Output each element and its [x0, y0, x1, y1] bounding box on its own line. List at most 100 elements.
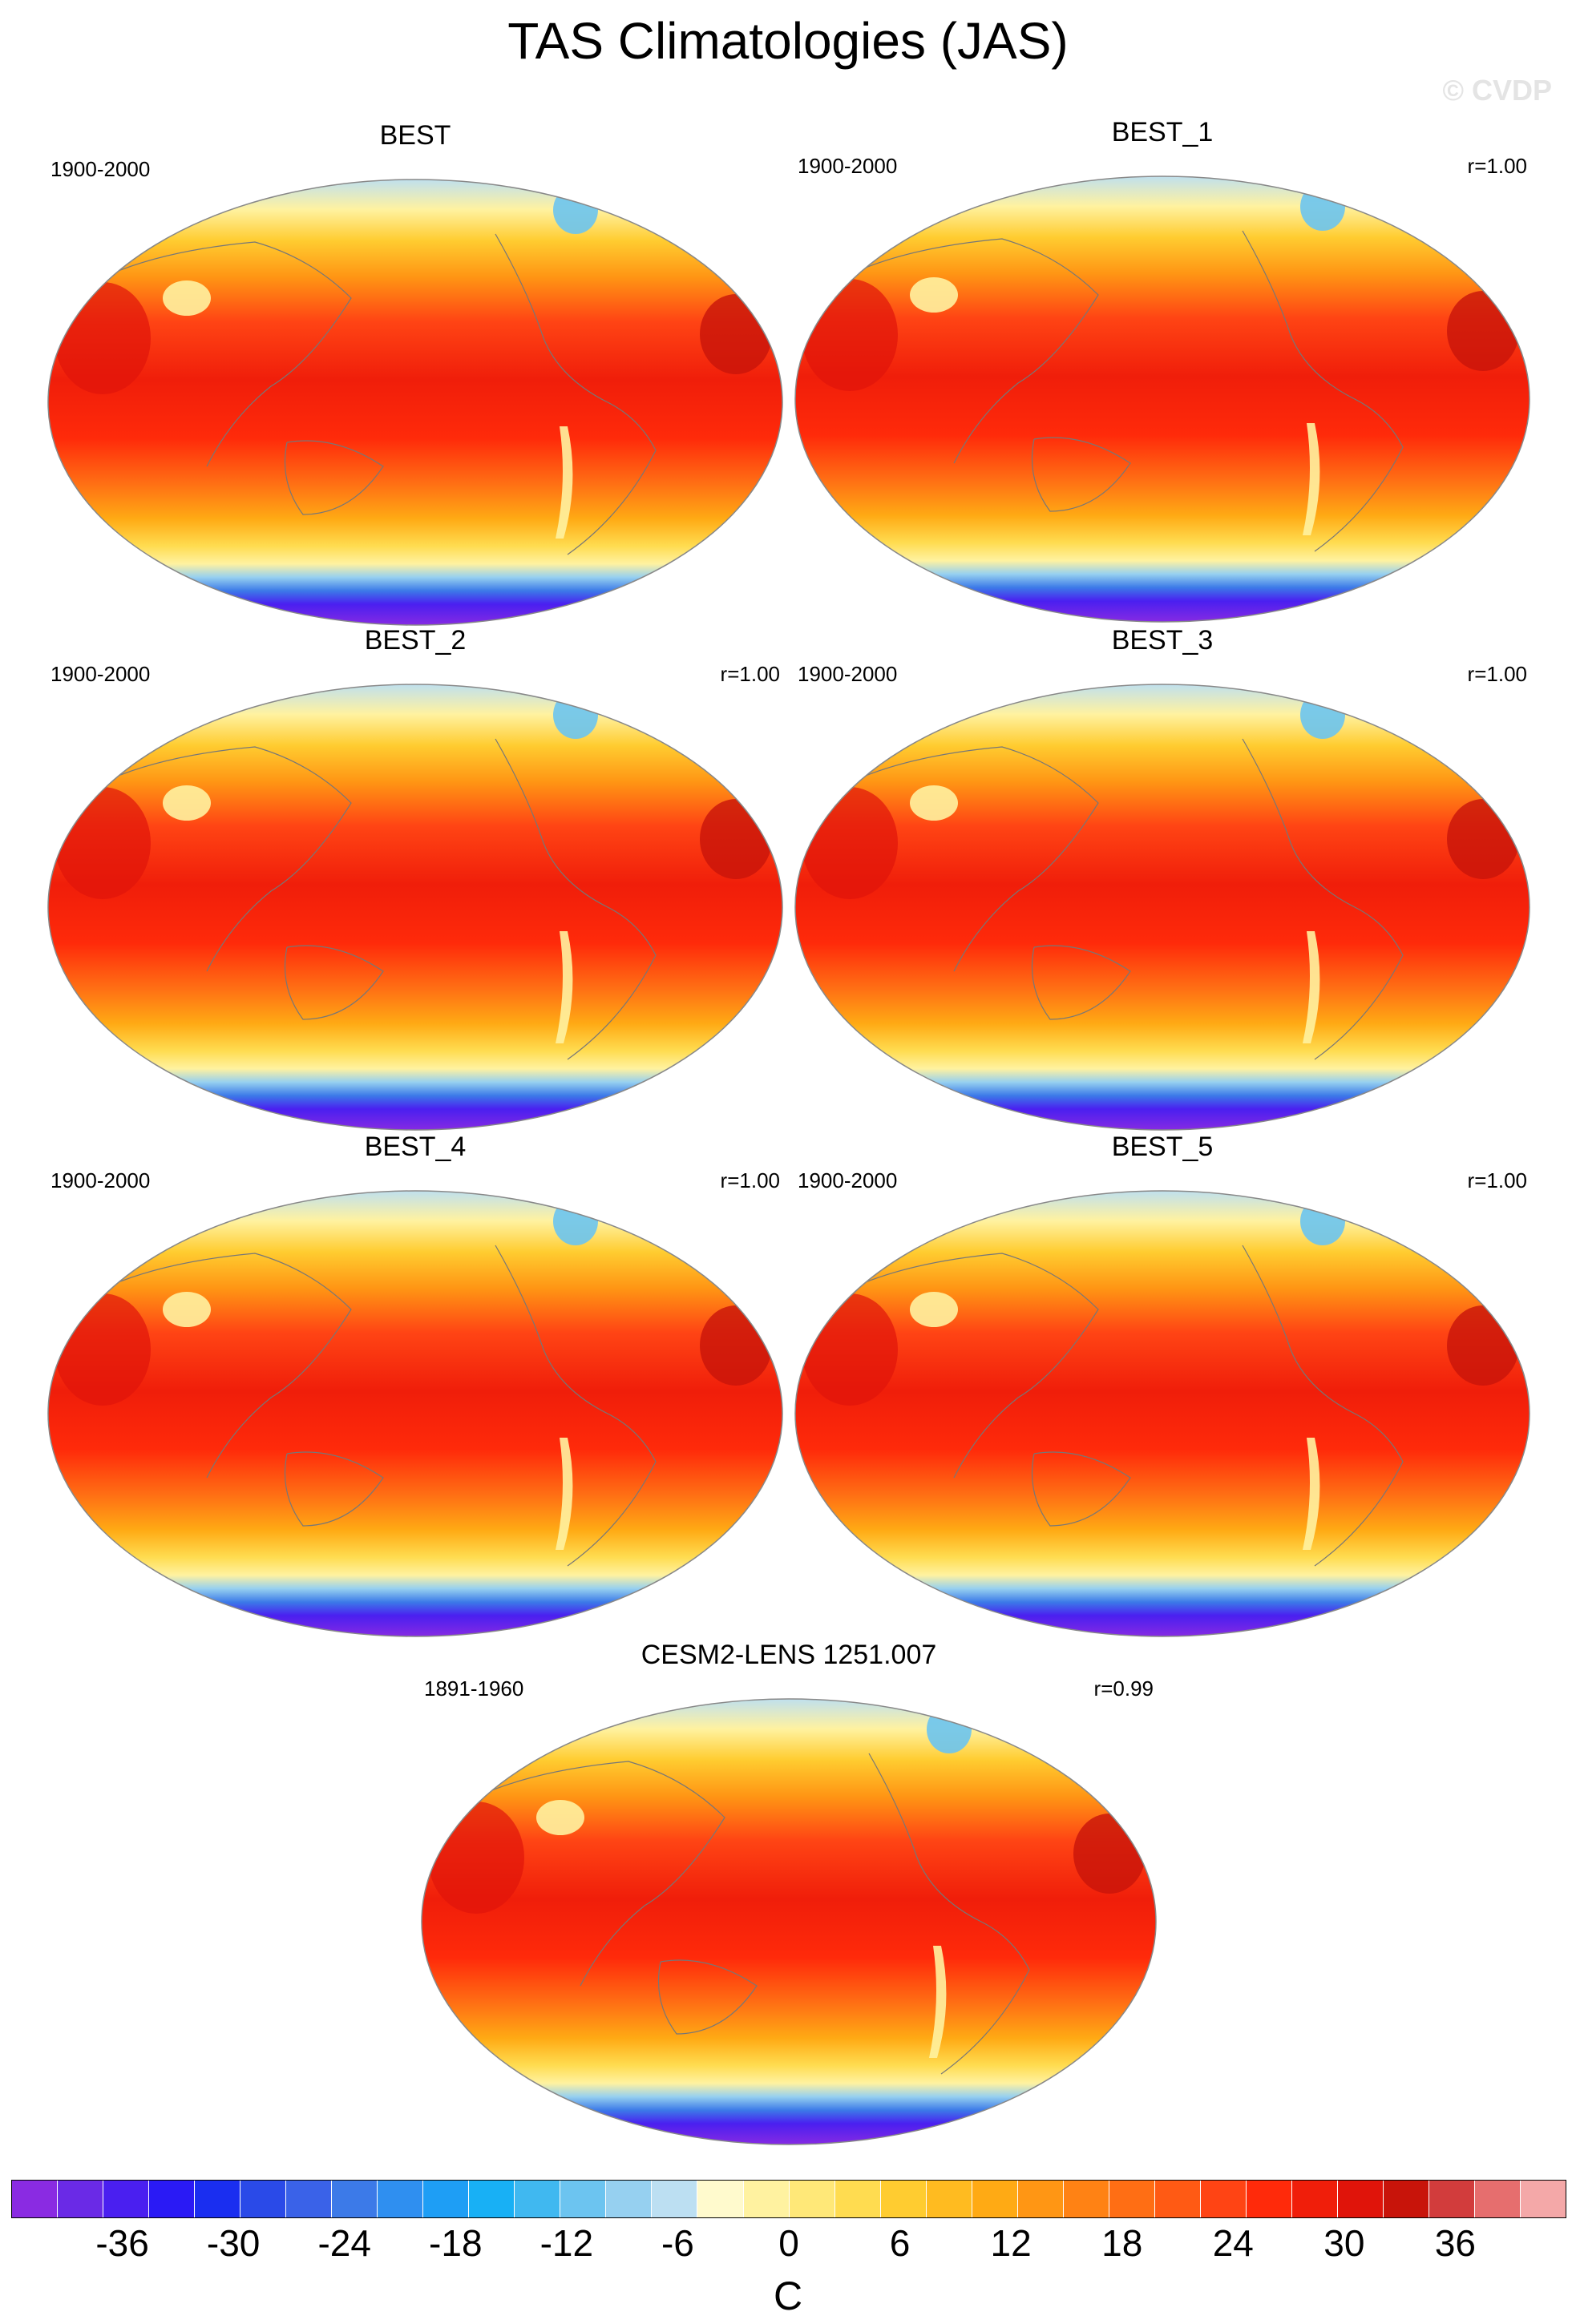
- map-fill: [48, 1191, 782, 1636]
- colorbar-box: [697, 2181, 744, 2217]
- watermark: © CVDP: [1442, 74, 1552, 107]
- map-svg: [421, 1698, 1157, 2145]
- temperature-field: [48, 684, 782, 1130]
- colorbar-tick-label: -18: [429, 2222, 483, 2264]
- panel-title: CESM2-LENS 1251.007: [641, 1640, 937, 1670]
- colorbar-tick-label: 6: [889, 2222, 911, 2264]
- panel-title: BEST_3: [1111, 625, 1214, 656]
- colorbar-tick-label: 18: [1101, 2222, 1143, 2264]
- map-fill: [422, 1699, 1156, 2144]
- panel-period: 1900-2000: [51, 662, 151, 686]
- map-panel-best-5: BEST_5 1900-2000 r=1.00: [794, 1132, 1531, 1637]
- hot-region: [1447, 1305, 1519, 1386]
- colorbar-tick-label: -6: [661, 2222, 694, 2264]
- temperature-field: [795, 684, 1530, 1130]
- panel-title: BEST_5: [1111, 1132, 1214, 1162]
- colorbar-units: C: [773, 2274, 803, 2318]
- hot-region: [700, 294, 772, 374]
- cool-plateau: [910, 785, 958, 821]
- coastlines: [857, 230, 1404, 552]
- coastlines: [857, 738, 1404, 1060]
- figure-title: TAS Climatologies (JAS): [507, 12, 1069, 70]
- colorbar-tick-label: -12: [539, 2222, 594, 2264]
- colorbar-box: [1017, 2181, 1064, 2217]
- coastlines: [110, 738, 657, 1060]
- colorbar-tick-label: 36: [1434, 2222, 1477, 2264]
- map-svg: [47, 1190, 783, 1637]
- hot-region: [802, 279, 898, 391]
- cool-plateau: [163, 1292, 211, 1327]
- hot-region: [55, 787, 151, 899]
- panel-correlation: r=1.00: [1467, 662, 1527, 686]
- cool-plateau: [163, 280, 211, 316]
- coastline: [1032, 437, 1131, 512]
- map-outline: [47, 179, 783, 626]
- map-outline: [794, 176, 1530, 623]
- coastline: [483, 1761, 725, 1987]
- map-outline: [47, 684, 783, 1131]
- panel-correlation: r=0.99: [1093, 1676, 1154, 1701]
- map-outline: [794, 1190, 1530, 1637]
- colorbar-box: [1154, 2181, 1201, 2217]
- coastline: [495, 738, 657, 1060]
- colorbar-box: [286, 2181, 333, 2217]
- map-fill: [795, 1191, 1530, 1636]
- coastline: [284, 440, 384, 515]
- colorbar-box: [1475, 2181, 1521, 2217]
- map-fill: [795, 684, 1530, 1130]
- colorbar-tick-label: 0: [778, 2222, 799, 2264]
- coastlines: [483, 1753, 1030, 2075]
- colorbar-box: [972, 2181, 1018, 2217]
- cool-plateau: [536, 1800, 584, 1835]
- panel-period: 1900-2000: [51, 157, 151, 181]
- colorbar-ticks: -36 -30 -24 -18 -12 -6 0 6 12 18 24 30 36: [11, 2221, 1566, 2270]
- cool-plateau: [163, 785, 211, 821]
- map-panel-best-2: BEST_2 1900-2000 r=1.00: [46, 625, 784, 1131]
- panel-period: 1891-1960: [424, 1676, 524, 1701]
- cool-plateau: [910, 277, 958, 313]
- coastline: [110, 241, 352, 467]
- panel-title: BEST: [379, 120, 451, 151]
- andes-ridge: [556, 426, 573, 539]
- coastlines: [857, 1245, 1404, 1567]
- panel-period: 1900-2000: [51, 1168, 151, 1192]
- hot-region: [1073, 1814, 1146, 1894]
- coastlines: [110, 233, 657, 555]
- map-svg: [794, 684, 1530, 1131]
- temperature-field: [48, 1191, 782, 1636]
- hot-region: [428, 1802, 524, 1914]
- hot-region: [700, 799, 772, 879]
- andes-ridge: [556, 1438, 573, 1550]
- colorbar-box: [423, 2181, 470, 2217]
- coastline: [857, 746, 1099, 972]
- colorbar-box: [1383, 2181, 1429, 2217]
- ice-sheet: [1300, 183, 1345, 231]
- colorbar-box: [926, 2181, 972, 2217]
- colorbar-tick-label: 24: [1212, 2222, 1254, 2264]
- coastline: [1032, 945, 1131, 1020]
- ice-sheet: [1300, 1197, 1345, 1245]
- colorbar-box: [1291, 2181, 1338, 2217]
- hot-region: [802, 1293, 898, 1406]
- ice-sheet: [553, 1197, 598, 1245]
- colorbar-tick-label: -24: [317, 2222, 371, 2264]
- colorbar-box: [652, 2181, 698, 2217]
- coastline: [110, 1253, 352, 1479]
- colorbar-box: [743, 2181, 790, 2217]
- colorbar-tick-label: -30: [206, 2222, 261, 2264]
- colorbar-box: [1063, 2181, 1109, 2217]
- map-svg: [47, 684, 783, 1131]
- map-fill: [795, 176, 1530, 622]
- coastline: [857, 1253, 1099, 1479]
- map-panel-best: BEST 1900-2000: [46, 120, 784, 626]
- map-svg: [794, 1190, 1530, 1637]
- colorbar-box: [880, 2181, 927, 2217]
- colorbar-box: [1200, 2181, 1247, 2217]
- panel-correlation: r=1.00: [1467, 154, 1527, 178]
- cool-plateau: [910, 1292, 958, 1327]
- ice-sheet: [927, 1705, 972, 1753]
- panel-title: BEST_4: [364, 1132, 467, 1162]
- panel-title: BEST_1: [1111, 117, 1214, 147]
- map-fill: [48, 180, 782, 625]
- coastline: [1032, 1451, 1131, 1527]
